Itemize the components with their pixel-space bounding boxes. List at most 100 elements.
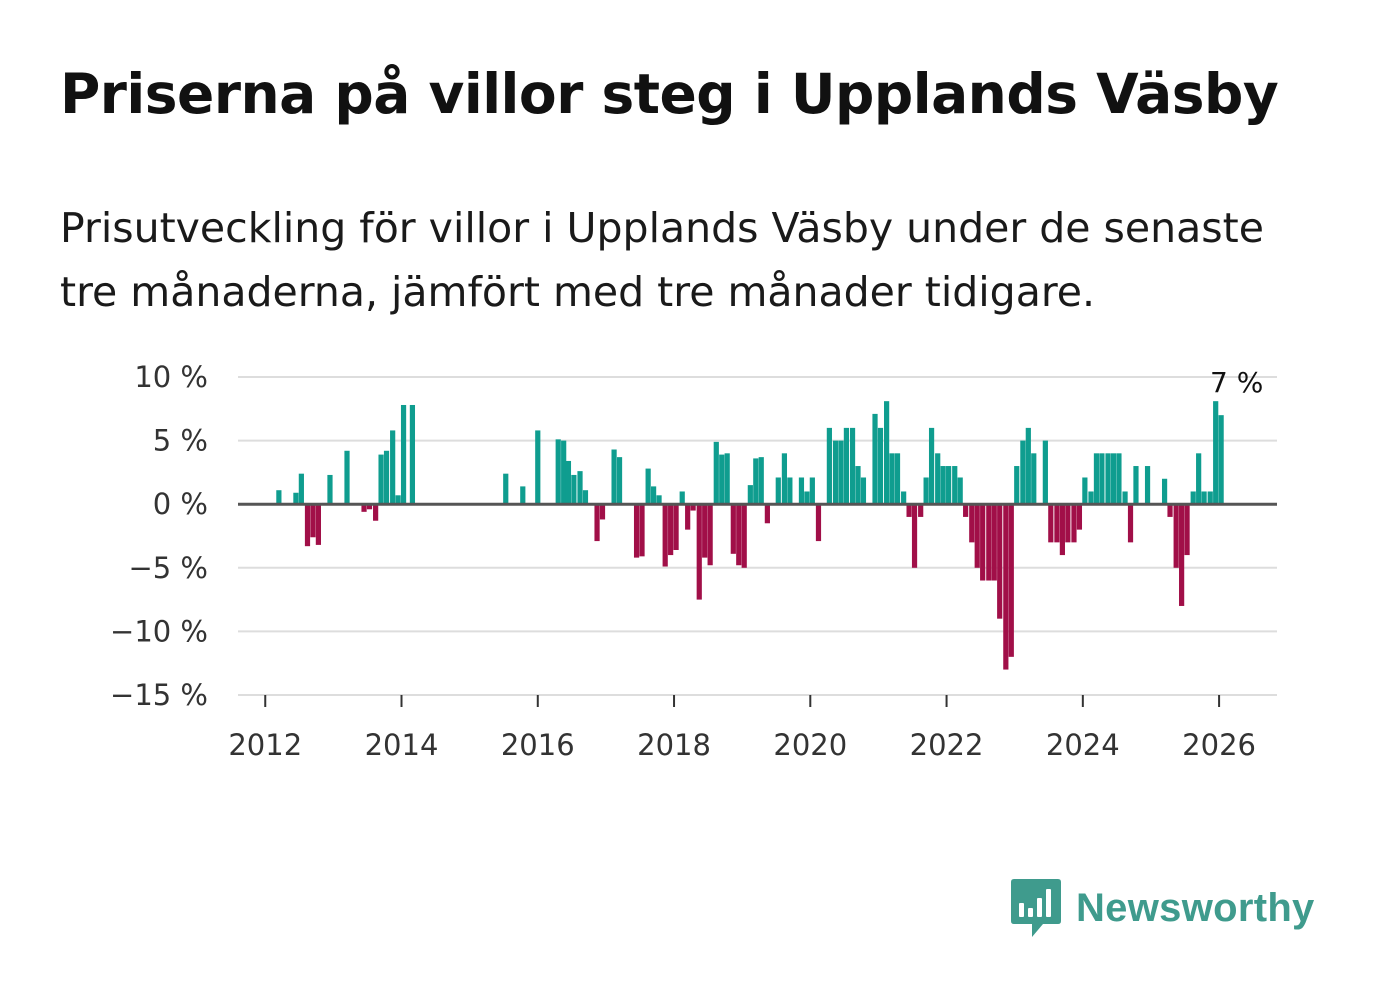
y-tick-label: −15 % xyxy=(110,678,208,712)
bar xyxy=(877,427,884,505)
bar xyxy=(957,477,963,505)
bar xyxy=(298,473,304,505)
bar xyxy=(963,504,969,517)
bar xyxy=(730,504,736,554)
bar xyxy=(832,440,839,505)
bar-chart: 10 %5 %0 %−5 %−10 %−15 % 2012 2014 2016 201… xyxy=(110,360,1277,760)
bar xyxy=(633,504,640,558)
bar xyxy=(1020,440,1026,505)
bar xyxy=(741,504,747,568)
x-tick-label: 2026 xyxy=(1182,728,1256,760)
bar xyxy=(838,440,844,505)
bar xyxy=(1025,427,1031,505)
bar xyxy=(940,466,946,505)
bar xyxy=(276,490,282,505)
bar xyxy=(390,430,396,505)
bar xyxy=(758,457,764,505)
bar xyxy=(860,477,867,505)
bar xyxy=(310,504,316,538)
bar xyxy=(713,441,719,505)
bar xyxy=(1122,491,1128,505)
brand-name: Newsworthy xyxy=(1076,885,1315,930)
bar xyxy=(911,504,918,568)
bar xyxy=(373,504,379,521)
bar xyxy=(928,427,935,505)
bar xyxy=(1184,504,1190,556)
bar xyxy=(884,401,890,505)
bar xyxy=(1207,491,1213,505)
bar xyxy=(969,504,975,543)
bar xyxy=(1105,453,1111,505)
bar xyxy=(1110,453,1117,505)
bar xyxy=(409,404,416,505)
bar xyxy=(991,504,997,581)
bar xyxy=(555,439,561,505)
y-tick-label: 10 % xyxy=(134,360,208,394)
bar xyxy=(1031,453,1037,505)
y-tick-label: −10 % xyxy=(110,614,208,648)
bar xyxy=(395,495,401,505)
bar xyxy=(815,504,822,542)
bar xyxy=(656,495,662,505)
bar xyxy=(662,504,668,567)
chart-subtitle: Prisutveckling för villor i Upplands Väs… xyxy=(60,204,1264,316)
x-tick-label: 2014 xyxy=(365,728,439,760)
bar xyxy=(611,449,617,505)
bar xyxy=(1048,504,1054,543)
bar xyxy=(1116,453,1122,505)
bar xyxy=(304,504,311,547)
bar xyxy=(616,457,623,505)
bar xyxy=(1213,401,1219,505)
bar xyxy=(946,466,952,505)
bar xyxy=(577,471,583,505)
bar xyxy=(826,427,832,505)
bar xyxy=(798,477,805,505)
bar xyxy=(639,504,645,557)
bar xyxy=(918,504,924,517)
bar xyxy=(986,504,992,581)
x-tick-label: 2012 xyxy=(228,728,302,760)
bar xyxy=(344,450,350,505)
y-tick-label: 5 % xyxy=(153,424,208,458)
newsworthy-logo-icon xyxy=(1011,879,1061,937)
bar xyxy=(1127,504,1134,543)
bar xyxy=(690,504,696,511)
bar xyxy=(1144,466,1151,505)
annotations: 7 % xyxy=(1210,366,1263,399)
bar xyxy=(1059,504,1065,556)
bar xyxy=(1179,504,1185,606)
bar xyxy=(952,466,958,505)
bar xyxy=(1042,440,1048,505)
bar xyxy=(1003,504,1009,670)
bar xyxy=(719,454,725,505)
y-tick-label: −5 % xyxy=(128,551,208,585)
chart-title: Priserna på villor steg i Upplands Väsby xyxy=(60,62,1279,126)
x-tick-label: 2020 xyxy=(773,728,847,760)
bar xyxy=(753,458,759,505)
bar xyxy=(679,491,685,505)
gridlines xyxy=(238,376,1277,696)
bar xyxy=(724,453,730,505)
bar xyxy=(383,450,390,505)
bar xyxy=(781,453,788,505)
bar xyxy=(1088,491,1094,505)
bar xyxy=(1065,504,1071,543)
bars xyxy=(276,401,1224,670)
bar xyxy=(997,504,1003,619)
bar xyxy=(702,504,708,558)
bar xyxy=(747,485,753,505)
bar xyxy=(673,504,679,550)
y-axis-labels: 10 % 5 % 0 % −5 % −10 % −15 % xyxy=(110,360,208,712)
x-tick-label: 2016 xyxy=(501,728,575,760)
bar xyxy=(1054,504,1060,543)
bar xyxy=(685,504,691,530)
bar xyxy=(571,474,577,505)
bar xyxy=(535,430,541,505)
bar xyxy=(787,477,793,505)
bar xyxy=(1082,477,1088,505)
bar xyxy=(849,427,856,505)
bar xyxy=(901,491,907,505)
bar xyxy=(503,473,509,505)
bar xyxy=(935,453,941,505)
bar xyxy=(1201,491,1207,505)
